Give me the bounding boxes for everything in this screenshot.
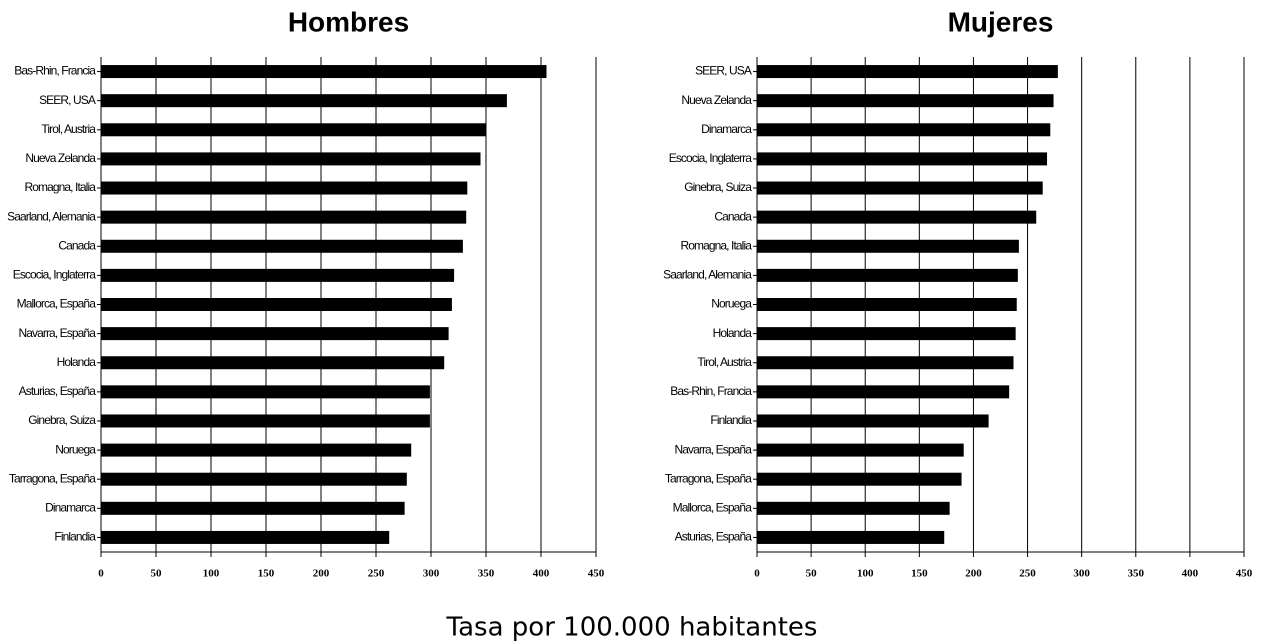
y-tick-label: Ginebra, Suiza <box>684 180 752 194</box>
bar <box>757 530 945 544</box>
bar <box>101 530 390 544</box>
y-tick-label: Dinamarca <box>45 500 96 514</box>
bar <box>757 501 950 515</box>
bar <box>101 501 405 515</box>
y-tick-label: Canada <box>714 209 752 223</box>
x-tick-label: 350 <box>1128 568 1145 580</box>
y-tick-label: Mallorca, España <box>673 500 753 514</box>
x-tick-label: 0 <box>98 568 104 580</box>
bar <box>101 385 430 399</box>
y-tick-label: Mallorca, España <box>17 297 97 311</box>
bar <box>757 268 1018 282</box>
x-tick-label: 150 <box>911 568 928 580</box>
y-tick-label: Asturias, España <box>19 384 97 398</box>
y-tick-label: Tirol, Austria <box>41 122 96 136</box>
bar <box>101 65 547 79</box>
y-tick-label: Escocia, Inglaterra <box>669 151 753 165</box>
y-tick-label: Tirol, Austria <box>697 355 752 369</box>
bar <box>101 443 412 457</box>
bar <box>101 268 455 282</box>
y-tick-label: Bas-Rhin, Francia <box>14 64 96 78</box>
y-tick-label: Navarra, España <box>674 442 752 456</box>
bar <box>101 123 486 137</box>
bar <box>757 152 1048 166</box>
y-tick-label: Noruega <box>711 297 752 311</box>
bar <box>757 443 964 457</box>
y-tick-label: Bas-Rhin, Francia <box>670 384 752 398</box>
bar <box>101 298 452 311</box>
x-tick-label: 150 <box>258 568 275 580</box>
y-tick-label: SEER, USA <box>39 93 96 107</box>
bar <box>757 181 1043 195</box>
y-tick-label: Saarland, Alemania <box>663 268 752 282</box>
x-tick-label: 200 <box>313 568 330 580</box>
bar <box>757 65 1058 79</box>
y-tick-label: Canada <box>58 238 96 252</box>
y-tick-label: Romagna, Italia <box>680 238 752 252</box>
x-tick-label: 50 <box>806 568 818 580</box>
bar <box>101 94 507 108</box>
bar <box>757 327 1016 341</box>
bar <box>101 152 481 166</box>
y-tick-label: Asturias, España <box>675 530 753 544</box>
x-tick-label: 400 <box>533 568 550 580</box>
y-tick-label: Romagna, Italia <box>24 180 96 194</box>
y-tick-label: SEER, USA <box>695 64 752 78</box>
bar <box>101 356 445 370</box>
y-tick-label: Tarragona, España <box>9 471 96 485</box>
y-tick-label: Finlandia <box>710 413 752 427</box>
bar <box>757 210 1037 224</box>
bar <box>757 472 962 486</box>
bar <box>101 414 430 428</box>
bar <box>757 298 1017 311</box>
bar <box>101 327 449 341</box>
x-tick-label: 50 <box>151 568 163 580</box>
y-tick-label: Ginebra, Suiza <box>28 413 96 427</box>
y-tick-label: Nueva Zelanda <box>681 93 752 107</box>
bar <box>757 94 1054 108</box>
bar <box>757 356 1014 370</box>
x-tick-label: 350 <box>478 568 495 580</box>
y-tick-label: Dinamarca <box>701 122 752 136</box>
bar <box>101 472 407 486</box>
x-tick-label: 0 <box>754 568 760 580</box>
x-tick-label: 450 <box>588 568 605 580</box>
x-tick-label: 400 <box>1182 568 1199 580</box>
y-tick-label: Holanda <box>713 326 753 340</box>
bar <box>757 123 1051 137</box>
y-tick-label: Escocia, Inglaterra <box>13 268 97 282</box>
x-tick-label: 200 <box>965 568 982 580</box>
y-tick-label: Finlandia <box>54 530 96 544</box>
y-tick-label: Nueva Zelanda <box>25 151 96 165</box>
y-tick-label: Navarra, España <box>18 326 96 340</box>
x-tick-label: 300 <box>1073 568 1090 580</box>
y-tick-label: Saarland, Alemania <box>7 209 96 223</box>
x-tick-label: 250 <box>368 568 385 580</box>
x-tick-label: 100 <box>857 568 874 580</box>
y-tick-label: Tarragona, España <box>665 471 752 485</box>
bar <box>757 385 1010 399</box>
chart-title: Hombres <box>288 6 409 37</box>
y-tick-label: Holanda <box>57 355 97 369</box>
x-tick-label: 100 <box>203 568 220 580</box>
x-axis-label: Tasa por 100.000 habitantes <box>446 613 818 643</box>
bar <box>101 239 463 253</box>
x-tick-label: 300 <box>423 568 440 580</box>
y-tick-label: Noruega <box>55 442 96 456</box>
bar <box>757 239 1019 253</box>
x-tick-label: 450 <box>1236 568 1253 580</box>
x-tick-label: 250 <box>1019 568 1036 580</box>
bar <box>101 210 467 224</box>
bar <box>101 181 468 195</box>
chart-title: Mujeres <box>948 6 1054 37</box>
bar <box>757 414 989 428</box>
